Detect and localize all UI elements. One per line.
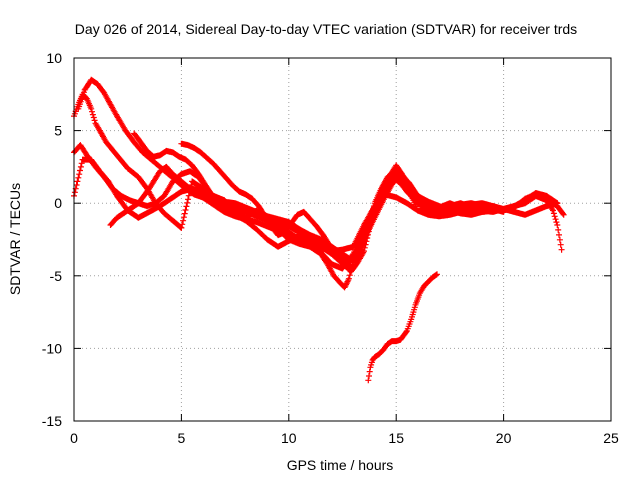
x-tick-label: 25 [603, 430, 619, 446]
x-tick-label: 10 [281, 430, 297, 446]
y-tick-label: 5 [54, 123, 62, 139]
axis-ticks [73, 57, 612, 422]
x-axis-label: GPS time / hours [287, 457, 394, 473]
x-tick-label: 20 [496, 430, 512, 446]
series-track-7 [178, 140, 507, 266]
y-tick-label: 0 [54, 195, 62, 211]
y-tick-label: 10 [46, 50, 62, 66]
y-tick-labels: 10 5 0 -5 -10 -15 [42, 50, 62, 429]
series-track-1 [71, 91, 561, 291]
grid-lines [74, 58, 611, 421]
x-tick-labels: 0 5 10 15 20 25 [70, 430, 619, 446]
y-tick-label: -10 [42, 340, 62, 356]
data-markers [71, 76, 567, 384]
y-tick-label: -5 [50, 268, 63, 284]
x-tick-label: 0 [70, 430, 78, 446]
data-point-markers [178, 140, 507, 266]
series-track-8 [365, 271, 440, 384]
chart-title: Day 026 of 2014, Sidereal Day-to-day VTE… [75, 21, 577, 37]
x-tick-label: 5 [178, 430, 186, 446]
y-axis-label: SDTVAR / TECUs [7, 183, 23, 295]
y-tick-label: -15 [42, 413, 62, 429]
plot-frame [73, 57, 612, 422]
x-tick-label: 15 [388, 430, 404, 446]
data-point-markers [365, 271, 440, 384]
data-point-markers [71, 91, 561, 291]
